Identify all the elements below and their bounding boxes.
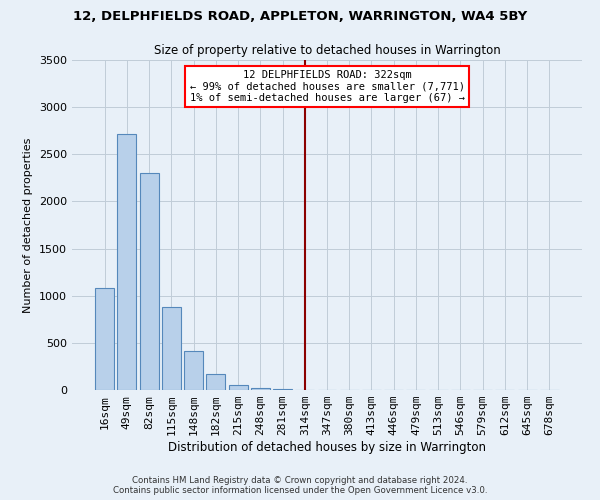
Text: 12, DELPHFIELDS ROAD, APPLETON, WARRINGTON, WA4 5BY: 12, DELPHFIELDS ROAD, APPLETON, WARRINGT… bbox=[73, 10, 527, 23]
X-axis label: Distribution of detached houses by size in Warrington: Distribution of detached houses by size … bbox=[168, 441, 486, 454]
Text: 12 DELPHFIELDS ROAD: 322sqm
← 99% of detached houses are smaller (7,771)
1% of s: 12 DELPHFIELDS ROAD: 322sqm ← 99% of det… bbox=[190, 70, 464, 103]
Bar bbox=[95, 288, 114, 390]
Bar bbox=[251, 388, 270, 390]
Title: Size of property relative to detached houses in Warrington: Size of property relative to detached ho… bbox=[154, 44, 500, 58]
Y-axis label: Number of detached properties: Number of detached properties bbox=[23, 138, 34, 312]
Bar bbox=[118, 134, 136, 390]
Bar bbox=[162, 307, 181, 390]
Bar bbox=[206, 374, 225, 390]
Text: Contains HM Land Registry data © Crown copyright and database right 2024.
Contai: Contains HM Land Registry data © Crown c… bbox=[113, 476, 487, 495]
Bar bbox=[273, 389, 292, 390]
Bar bbox=[184, 352, 203, 390]
Bar bbox=[229, 386, 248, 390]
Bar bbox=[140, 173, 158, 390]
